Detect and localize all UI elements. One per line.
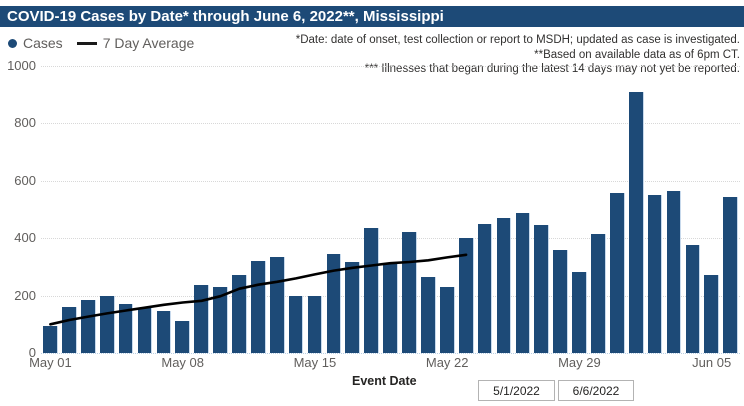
cases-bar[interactable]: [647, 195, 663, 353]
cases-bar[interactable]: [118, 303, 134, 353]
cases-bar[interactable]: [307, 296, 323, 353]
avg-legend-line-icon: [76, 41, 97, 45]
cases-bar[interactable]: [439, 287, 455, 353]
x-tick-label: Jun 05: [692, 355, 732, 370]
start-date-input[interactable]: [478, 380, 555, 401]
cases-bar[interactable]: [364, 227, 380, 353]
cases-legend-label: Cases: [23, 35, 63, 51]
y-tick-label: 1000: [7, 58, 36, 73]
x-axis-title: Event Date: [352, 374, 417, 388]
y-tick-label: 800: [14, 115, 36, 131]
y-gridline: [41, 180, 740, 182]
x-tick-label: May 22: [425, 355, 469, 370]
cases-bar[interactable]: [723, 196, 738, 353]
cases-bar[interactable]: [515, 213, 531, 353]
y-tick-label: 400: [14, 230, 36, 246]
chart-legend: Cases 7 Day Average: [8, 35, 194, 51]
y-tick-label: 0: [28, 345, 36, 360]
cases-bar[interactable]: [251, 261, 266, 353]
x-tick-label: May 15: [293, 355, 337, 370]
cases-bar[interactable]: [326, 254, 342, 353]
x-axis-baseline: [41, 353, 740, 354]
y-tick-label: 600: [14, 172, 36, 188]
y-gridline: [41, 238, 740, 240]
cases-bar[interactable]: [345, 262, 361, 353]
cases-bar[interactable]: [534, 225, 550, 353]
cases-bar[interactable]: [383, 264, 398, 353]
avg-legend-label: 7 Day Average: [102, 35, 195, 51]
cases-bar[interactable]: [402, 231, 417, 353]
cases-bar[interactable]: [137, 307, 153, 353]
cases-bar[interactable]: [156, 310, 172, 353]
cases-bar[interactable]: [628, 91, 644, 353]
cases-bar[interactable]: [99, 295, 115, 353]
cases-bar[interactable]: [572, 271, 587, 353]
cases-bar[interactable]: [43, 325, 58, 353]
cases-bar[interactable]: [62, 307, 77, 353]
x-tick-label: May 01: [29, 355, 72, 370]
y-gridline: [41, 123, 740, 125]
footnote-data-asof: **Based on available data as of 6pm CT.: [534, 48, 740, 61]
cases-bar[interactable]: [80, 299, 96, 353]
cases-bar[interactable]: [496, 218, 512, 353]
bar-plot-area: [41, 66, 740, 353]
cases-bar[interactable]: [477, 223, 493, 353]
y-tick-label: 200: [14, 287, 36, 303]
y-gridline: [41, 66, 740, 67]
cases-bar[interactable]: [213, 287, 228, 353]
cases-bar[interactable]: [421, 277, 436, 353]
cases-bar[interactable]: [194, 284, 210, 353]
cases-bar[interactable]: [666, 190, 682, 353]
cases-bar[interactable]: [269, 257, 285, 353]
cases-bar[interactable]: [704, 274, 720, 353]
x-tick-label: May 29: [558, 355, 601, 370]
x-tick-label: May 08: [161, 355, 205, 370]
cases-bar[interactable]: [553, 249, 568, 353]
cases-legend-dot-icon: [8, 38, 17, 48]
cases-bar[interactable]: [458, 238, 474, 353]
cases-bar[interactable]: [591, 233, 606, 353]
cases-bar[interactable]: [232, 274, 247, 353]
cases-bar[interactable]: [685, 245, 701, 353]
end-date-input[interactable]: [558, 380, 634, 401]
chart-title: COVID-19 Cases by Date* through June 6, …: [0, 6, 744, 27]
footnote-date-definition: *Date: date of onset, test collection or…: [295, 34, 740, 46]
cases-bar[interactable]: [175, 321, 191, 353]
cases-bar[interactable]: [288, 296, 304, 353]
cases-bar[interactable]: [609, 193, 625, 353]
